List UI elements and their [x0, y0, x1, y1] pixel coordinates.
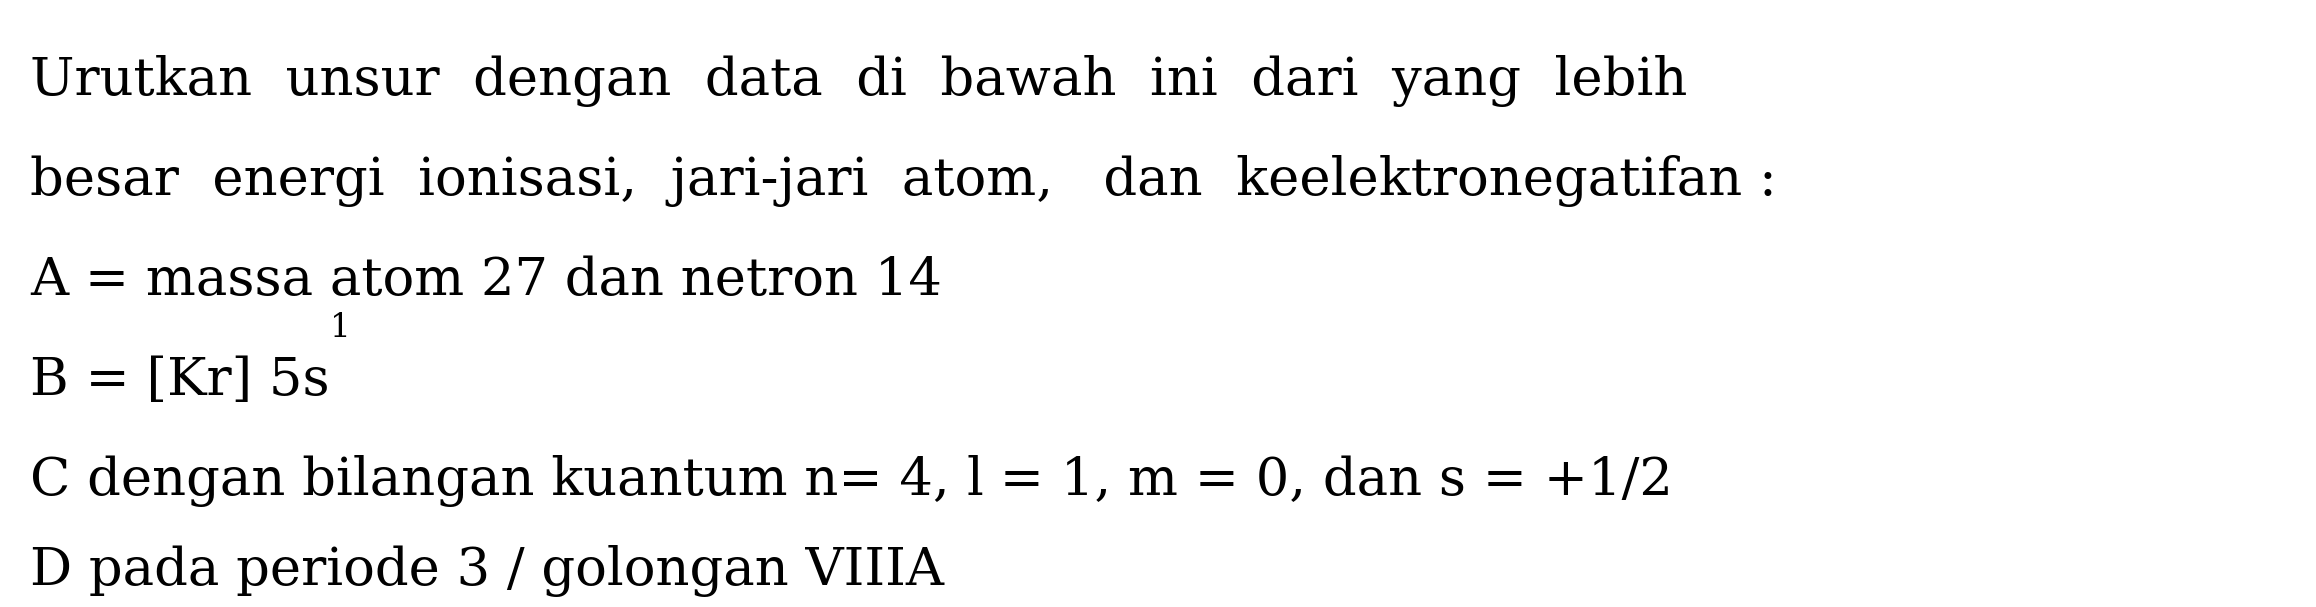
Text: l: l [966, 455, 984, 506]
Text: 1: 1 [329, 312, 350, 344]
Text: Urutkan  unsur  dengan  data  di  bawah  ini  dari  yang  lebih: Urutkan unsur dengan data di bawah ini d… [30, 55, 1688, 107]
Text: C dengan bilangan kuantum n= 4,: C dengan bilangan kuantum n= 4, [30, 455, 966, 507]
Text: besar  energi  ionisasi,  jari-jari  atom,   dan  keelektronegatifan :: besar energi ionisasi, jari-jari atom, d… [30, 155, 1776, 207]
Text: D pada periode 3 / golongan VIIIA: D pada periode 3 / golongan VIIIA [30, 545, 945, 597]
Text: B = [Kr] 5s: B = [Kr] 5s [30, 355, 329, 406]
Text: A = massa atom 27 dan netron 14: A = massa atom 27 dan netron 14 [30, 255, 943, 306]
Text: = 1, m = 0, dan s = +1/2: = 1, m = 0, dan s = +1/2 [984, 455, 1672, 506]
